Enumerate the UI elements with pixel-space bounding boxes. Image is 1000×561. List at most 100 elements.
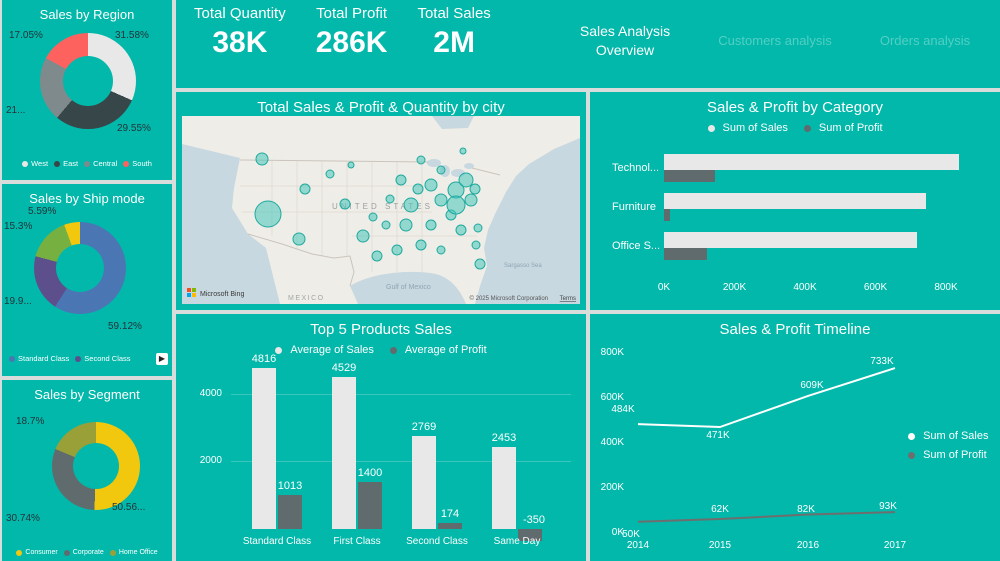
city-bubble[interactable] [368,212,378,222]
profit-column[interactable] [438,523,462,529]
city-bubble[interactable] [254,200,282,228]
legend-dot [54,160,61,167]
sales-column[interactable] [332,377,356,529]
city-bubble[interactable] [356,229,370,243]
segment-donut-chart[interactable] [52,422,140,510]
donut-hole [63,56,113,106]
city-bubble[interactable] [339,198,351,210]
city-bubble[interactable] [455,224,467,236]
city-bubble[interactable] [399,218,413,232]
legend-label: Sum of Profit [923,449,987,461]
city-bubble[interactable] [395,174,407,186]
y-tick: 0K [611,527,624,538]
pct-label: 5.59% [28,206,57,217]
x-tick: 200K [722,282,747,293]
sales-column[interactable] [252,367,276,529]
city-bubble[interactable] [469,183,481,195]
legend-item[interactable]: Sum of Sales [707,122,788,134]
city-bubble[interactable] [299,183,311,195]
city-bubble[interactable] [325,169,335,179]
sales-bar[interactable] [664,193,926,209]
map-label-sea: Sargasso Sea [504,263,542,269]
region-donut-chart[interactable] [40,33,136,129]
card-title: Total Sales & Profit & Quantity by city [257,99,505,116]
tab-sales-analysis-overview[interactable]: Sales Analysis Overview [579,23,671,58]
terms-link[interactable]: Terms [560,296,576,302]
legend-item[interactable]: Corporate [63,549,104,556]
sales-bar[interactable] [664,232,918,248]
profit-column[interactable] [278,495,302,529]
legend-label: Consumer [25,549,58,556]
sales-column[interactable] [412,436,436,529]
legend-item[interactable]: Standard Class [9,354,69,363]
city-bubble[interactable] [474,258,486,270]
city-bubble[interactable] [459,147,467,155]
legend-item[interactable]: Sum of Profit [908,449,988,461]
category-x-label: Same Day [493,536,541,547]
category-row[interactable]: Technol... [612,154,986,182]
pct-label: 59.12% [108,321,142,332]
city-bubble[interactable] [415,239,427,251]
city-bubble[interactable] [416,155,426,165]
legend-item[interactable]: Second Class [75,354,131,363]
legend-item[interactable]: Central [84,159,117,168]
us-bubble-map[interactable]: UNITED STATES Gulf of Mexico MEXICO Sarg… [182,116,580,304]
city-bubble[interactable] [391,244,403,256]
city-bubble[interactable] [471,240,481,250]
legend-item[interactable]: East [54,159,78,168]
legend-item[interactable]: West [22,159,48,168]
city-bubble[interactable] [436,165,446,175]
city-bubble[interactable] [425,219,437,231]
y-tick: 2000 [199,455,222,466]
ship-mode-donut-chart[interactable] [34,222,126,314]
city-bubble[interactable] [473,223,483,233]
city-bubble[interactable] [434,193,448,207]
sales-line[interactable] [637,367,896,429]
profit-column[interactable] [518,529,542,541]
profit-bar[interactable] [664,209,671,221]
city-bubble[interactable] [464,193,478,207]
legend-item[interactable]: Sum of Sales [908,430,988,442]
legend-item[interactable]: Consumer [16,549,58,556]
tab-orders-analysis[interactable]: Orders analysis [879,33,971,49]
kpi-total-profit: Total Profit 286K [316,5,388,60]
profit-bar[interactable] [664,248,707,260]
kpi-label: Total Quantity [194,5,286,22]
city-bubble[interactable] [446,195,466,215]
map-label-mexico: MEXICO [288,295,325,302]
city-bubble[interactable] [292,232,306,246]
sales-bar[interactable] [664,154,959,170]
legend-item[interactable]: South [123,159,152,168]
legend-item[interactable]: Home Office [109,549,158,556]
profit-bar[interactable] [664,170,716,182]
map-label-gulf: Gulf of Mexico [386,284,431,291]
sales-value-label: 2453 [491,431,517,444]
profit-line[interactable] [637,511,896,523]
sales-column[interactable] [492,446,516,529]
city-bubble[interactable] [371,250,383,262]
city-bubble[interactable] [436,245,446,255]
timeline-plot[interactable] [590,314,1000,561]
legend-label: Sum of Profit [818,122,883,134]
category-row[interactable]: Furniture [612,193,986,221]
region-legend: West East Central South [2,159,172,168]
tab-customers-analysis[interactable]: Customers analysis [718,33,832,49]
legend-dot [123,160,130,167]
legend-next-arrow[interactable]: ▶ [156,353,168,365]
category-row[interactable]: Office S... [612,232,986,260]
legend-item[interactable]: Sum of Profit [803,122,883,134]
category-chart-card: Sales & Profit by Category Sum of Sales … [590,92,1000,310]
category-label: Office S... [612,240,661,252]
legend-item[interactable]: Average of Sales [275,344,374,356]
city-bubble[interactable] [424,178,438,192]
city-bubble[interactable] [255,152,269,166]
legend-item[interactable]: Average of Profit [389,344,487,356]
city-bubble[interactable] [385,194,395,204]
city-bubble[interactable] [381,220,391,230]
city-bubble[interactable] [458,172,474,188]
city-bubble[interactable] [412,183,424,195]
city-bubble[interactable] [403,197,419,213]
profit-column[interactable] [358,482,382,529]
city-bubble[interactable] [347,161,355,169]
legend-dot [16,549,23,556]
